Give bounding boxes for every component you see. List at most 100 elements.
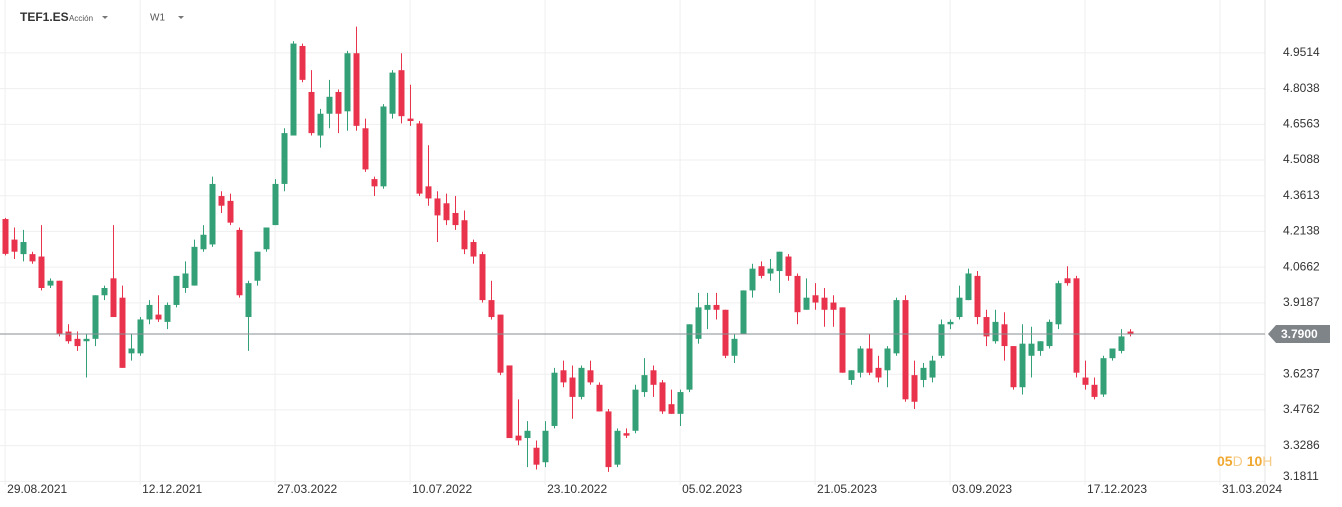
candle-body [668, 404, 675, 414]
candle-body [488, 300, 495, 318]
candle-body [218, 196, 225, 206]
header: TEF1.ES Acción W1 [20, 10, 184, 24]
x-tick-label: 31.03.2024 [1222, 482, 1282, 496]
candle-body [65, 331, 72, 342]
candle-body [452, 212, 459, 226]
candle-body [1037, 341, 1044, 351]
candle-body [659, 382, 666, 412]
candle-body [929, 360, 936, 378]
candle-body [2, 219, 9, 254]
candle-body [551, 372, 558, 426]
candle-body [299, 45, 306, 80]
candle-body [641, 375, 648, 393]
timeframe[interactable]: W1 [150, 13, 165, 24]
candle-body [623, 433, 630, 436]
candle-body [911, 375, 918, 402]
candle-body [749, 268, 756, 291]
candle-body [1109, 348, 1116, 359]
candle-body [812, 295, 819, 303]
y-tick-label: 4.8038 [1283, 81, 1320, 95]
candle-body [740, 290, 747, 334]
countdown-hour-unit: H [1262, 453, 1272, 469]
candle-body [11, 239, 18, 252]
candle-body [371, 179, 378, 187]
candle-body [875, 367, 882, 378]
candle-body [947, 321, 954, 325]
x-tick-label: 05.02.2023 [682, 482, 742, 496]
candle-body [1064, 278, 1071, 284]
candle-body [1001, 324, 1008, 347]
x-tick-label: 23.10.2022 [547, 482, 607, 496]
instrument-type: Acción [69, 14, 93, 23]
candle-body [902, 300, 909, 400]
candle-body [695, 307, 702, 339]
x-tick-label: 21.05.2023 [817, 482, 877, 496]
candle-body [389, 72, 396, 114]
candle-body [821, 297, 828, 310]
symbol-dropdown[interactable] [102, 16, 108, 19]
candle-body [515, 435, 522, 441]
candle-body [47, 280, 54, 286]
candle-body [38, 256, 45, 288]
candle-body [830, 302, 837, 310]
candle-body [776, 251, 783, 272]
candle-body [605, 411, 612, 468]
candle-body [119, 297, 126, 368]
candle-body [1118, 336, 1125, 351]
candle-body [596, 384, 603, 412]
candle-body [650, 370, 657, 385]
candle-body [587, 370, 594, 383]
candle-body [542, 430, 549, 463]
y-tick-label: 3.4762 [1283, 402, 1320, 416]
candle-body [497, 314, 504, 373]
candle-body [893, 300, 900, 354]
candle-body [560, 370, 567, 383]
candle-body [380, 106, 387, 187]
candle-body [335, 91, 342, 114]
y-tick-label: 3.1811 [1283, 469, 1319, 483]
countdown-hours: 10 [1247, 453, 1263, 469]
candle-body [758, 266, 765, 276]
timeframe-dropdown[interactable] [178, 16, 184, 19]
candle-body [965, 273, 972, 301]
candle-body [506, 365, 513, 439]
candle-body [254, 251, 261, 281]
x-tick-label: 10.07.2022 [412, 482, 472, 496]
candle-body [569, 377, 576, 397]
candle-body [92, 295, 99, 339]
candle-body [83, 338, 90, 342]
candle-body [290, 43, 297, 136]
axes: 4.9514 4.8038 4.6563 4.5088 4.3613 4.2138 4.06… [0, 0, 1330, 496]
candle-body [1055, 283, 1062, 325]
candle-body [857, 348, 864, 373]
y-tick-label: 4.6563 [1283, 116, 1320, 130]
candle-body [956, 297, 963, 318]
candle-body [344, 53, 351, 112]
candle-body [236, 229, 243, 296]
candle-body [632, 389, 639, 431]
candle-body [272, 183, 279, 226]
x-tick-label: 03.09.2023 [952, 482, 1012, 496]
candle-body [704, 304, 711, 310]
y-tick-label: 3.6237 [1283, 366, 1320, 380]
candle-body [56, 280, 63, 334]
candle-body [353, 53, 360, 126]
current-price-box [1268, 324, 1330, 343]
candle-body [884, 348, 891, 371]
candle-body [866, 348, 873, 373]
candle-body [398, 70, 405, 117]
candle-body [227, 200, 234, 223]
candle-body [110, 278, 117, 318]
candle-body [1028, 343, 1035, 356]
candle-body [524, 430, 531, 439]
candle-body [974, 275, 981, 318]
candle-body [200, 234, 207, 250]
candle-body [209, 183, 216, 245]
symbol[interactable]: TEF1.ES [20, 10, 69, 24]
candle-body [920, 367, 927, 380]
candle-body [443, 203, 450, 221]
candle-body [839, 307, 846, 373]
y-tick-label: 3.9187 [1283, 295, 1320, 309]
